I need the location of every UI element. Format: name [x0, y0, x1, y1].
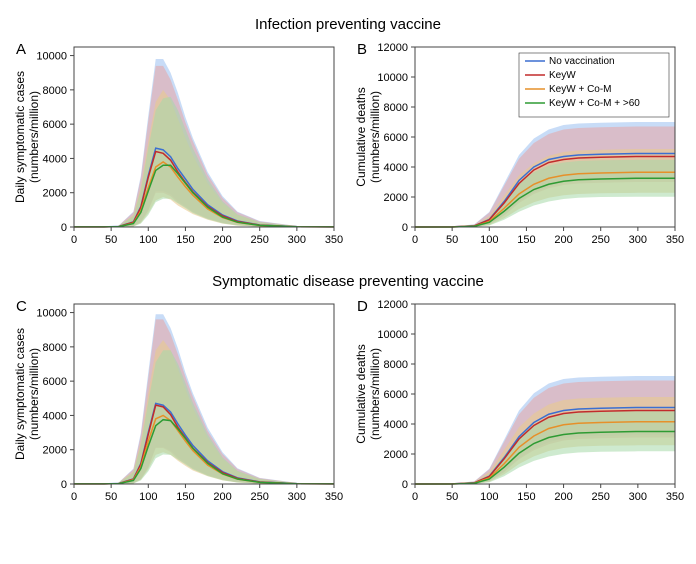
svg-text:0: 0: [412, 234, 418, 246]
panel-B: B 0 50 100 150 200 250 300 350 0 2000 4000 6000 8000 1…: [351, 37, 686, 267]
chart-C: 0 50 100 150 200 250 300 350 0 2000 4000 6000 8000 10…: [10, 294, 345, 524]
svg-text:2000: 2000: [43, 188, 67, 200]
svg-text:100: 100: [139, 234, 157, 246]
svg-text:4000: 4000: [43, 153, 67, 165]
svg-text:350: 350: [325, 491, 343, 503]
svg-text:350: 350: [325, 234, 343, 246]
svg-text:250: 250: [592, 491, 610, 503]
svg-text:150: 150: [517, 491, 535, 503]
svg-text:10000: 10000: [36, 51, 67, 63]
svg-text:Daily symptomatic cases: Daily symptomatic cases: [13, 71, 27, 203]
svg-text:50: 50: [105, 234, 117, 246]
svg-text:50: 50: [105, 491, 117, 503]
panel-D: D 0 50 100 150 200 250 300 350 0 2000 4000 6000 8000 1…: [351, 294, 686, 524]
svg-text:200: 200: [554, 491, 572, 503]
svg-text:50: 50: [446, 491, 458, 503]
svg-text:12000: 12000: [377, 299, 408, 311]
svg-text:2000: 2000: [384, 449, 408, 461]
svg-text:Cumulative deaths: Cumulative deaths: [354, 344, 368, 443]
svg-text:350: 350: [666, 234, 684, 246]
svg-text:(numbers/million): (numbers/million): [368, 91, 382, 183]
chart-B: 0 50 100 150 200 250 300 350 0 2000 4000 6000 8000 10…: [351, 37, 686, 267]
svg-text:(numbers/million): (numbers/million): [368, 348, 382, 440]
panel-A: A 0 50 100 150 200 250 300 350 0 2000 4000 6000 8000 1…: [10, 37, 345, 267]
svg-text:100: 100: [480, 234, 498, 246]
svg-text:200: 200: [213, 491, 231, 503]
svg-text:300: 300: [288, 491, 306, 503]
svg-text:6000: 6000: [384, 389, 408, 401]
svg-text:Daily symptomatic cases: Daily symptomatic cases: [13, 328, 27, 460]
row-2: C050100150200250300350020004000600080001…: [10, 294, 686, 524]
svg-text:0: 0: [402, 479, 408, 491]
svg-text:6000: 6000: [43, 376, 67, 388]
svg-text:0: 0: [61, 479, 67, 491]
svg-text:No vaccination: No vaccination: [549, 56, 615, 67]
svg-text:100: 100: [480, 491, 498, 503]
svg-text:6000: 6000: [43, 119, 67, 131]
svg-text:8000: 8000: [384, 102, 408, 114]
svg-text:10000: 10000: [377, 329, 408, 341]
svg-text:4000: 4000: [384, 419, 408, 431]
svg-text:300: 300: [629, 234, 647, 246]
svg-text:0: 0: [402, 222, 408, 234]
svg-text:4000: 4000: [384, 162, 408, 174]
section-title-bottom: Symptomatic disease preventing vaccine: [10, 273, 686, 290]
svg-text:10000: 10000: [36, 308, 67, 320]
svg-text:0: 0: [71, 491, 77, 503]
panel-label: B: [357, 41, 367, 58]
svg-text:50: 50: [446, 234, 458, 246]
svg-text:300: 300: [288, 234, 306, 246]
svg-text:(numbers/million): (numbers/million): [27, 91, 41, 183]
section-title-top: Infection preventing vaccine: [10, 16, 686, 33]
svg-text:KeyW + Co-M: KeyW + Co-M: [549, 84, 612, 95]
svg-text:2000: 2000: [384, 192, 408, 204]
svg-text:250: 250: [251, 234, 269, 246]
svg-text:(numbers/million): (numbers/million): [27, 348, 41, 440]
chart-A: 0 50 100 150 200 250 300 350 0 2000 4000 6000 8000 10…: [10, 37, 345, 267]
svg-text:0: 0: [61, 222, 67, 234]
svg-text:4000: 4000: [43, 410, 67, 422]
svg-text:100: 100: [139, 491, 157, 503]
chart-D: 0 50 100 150 200 250 300 350 0 2000 4000 6000 8000 10…: [351, 294, 686, 524]
panel-label: D: [357, 298, 368, 315]
svg-text:350: 350: [666, 491, 684, 503]
svg-text:KeyW + Co-M + >60: KeyW + Co-M + >60: [549, 98, 640, 109]
panel-C: C 0 50 100 150 200 250 300 350 0 2000 4000 6000 8000 1…: [10, 294, 345, 524]
svg-text:250: 250: [592, 234, 610, 246]
svg-text:250: 250: [251, 491, 269, 503]
svg-text:150: 150: [176, 491, 194, 503]
svg-text:Cumulative deaths: Cumulative deaths: [354, 87, 368, 186]
svg-text:10000: 10000: [377, 72, 408, 84]
svg-text:200: 200: [554, 234, 572, 246]
panel-label: C: [16, 298, 27, 315]
svg-text:150: 150: [176, 234, 194, 246]
svg-text:8000: 8000: [43, 85, 67, 97]
svg-text:8000: 8000: [384, 359, 408, 371]
svg-text:150: 150: [517, 234, 535, 246]
row-1: A050100150200250300350020004000600080001…: [10, 37, 686, 267]
svg-text:200: 200: [213, 234, 231, 246]
svg-text:0: 0: [412, 491, 418, 503]
svg-text:6000: 6000: [384, 132, 408, 144]
svg-text:12000: 12000: [377, 42, 408, 54]
figure: Infection preventing vaccine A 0 50 100 150 2…: [10, 16, 686, 524]
svg-text:2000: 2000: [43, 445, 67, 457]
panel-label: A: [16, 41, 26, 58]
svg-text:300: 300: [629, 491, 647, 503]
svg-text:8000: 8000: [43, 342, 67, 354]
svg-text:KeyW: KeyW: [549, 70, 576, 81]
svg-text:0: 0: [71, 234, 77, 246]
